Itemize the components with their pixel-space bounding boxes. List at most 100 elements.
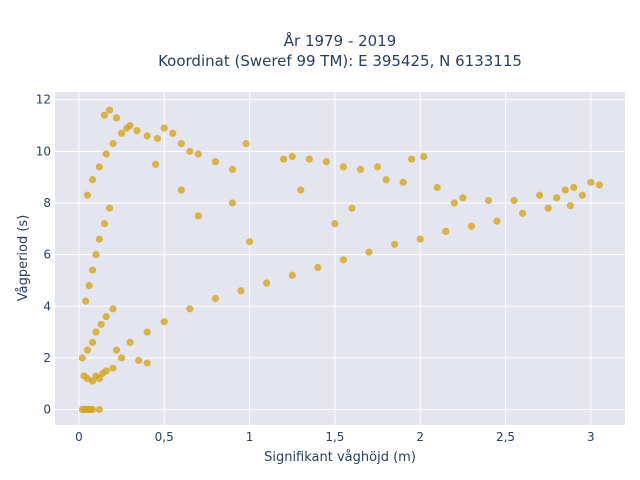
data-point <box>314 263 322 272</box>
data-point <box>88 338 97 346</box>
data-point <box>484 196 493 205</box>
data-point <box>109 140 117 148</box>
data-point <box>578 191 586 199</box>
y-tick-label: 2 <box>43 351 51 365</box>
data-points <box>78 106 604 414</box>
data-point <box>88 377 97 385</box>
data-point <box>348 204 356 212</box>
y-tick-label: 10 <box>36 144 51 158</box>
data-point <box>109 305 117 313</box>
data-point <box>100 220 109 228</box>
data-point <box>420 152 428 161</box>
data-point <box>102 367 110 375</box>
data-point <box>92 251 100 259</box>
data-point <box>123 124 131 132</box>
x-tick-label: 2,5 <box>496 430 515 444</box>
data-point <box>88 176 97 184</box>
data-point <box>95 374 103 383</box>
data-point <box>133 127 141 135</box>
x-tick-label: 2 <box>416 430 424 444</box>
data-point <box>109 364 117 372</box>
data-point <box>106 106 114 114</box>
data-point <box>95 163 103 171</box>
data-point <box>493 217 501 225</box>
plot-background <box>55 92 625 425</box>
data-point <box>88 266 97 274</box>
data-point <box>339 163 348 171</box>
data-point <box>467 222 476 230</box>
data-point <box>391 240 399 248</box>
data-point <box>143 328 151 336</box>
data-point <box>95 235 103 243</box>
data-point <box>382 176 390 184</box>
data-point <box>228 165 237 174</box>
data-point <box>442 227 450 235</box>
data-point <box>211 158 220 166</box>
data-point <box>78 354 86 362</box>
data-point <box>177 186 185 194</box>
data-point <box>373 163 382 171</box>
y-axis-title: Vågperiod (s) <box>16 215 31 302</box>
data-point <box>88 405 97 414</box>
data-point <box>106 204 114 212</box>
data-point <box>135 356 143 365</box>
data-point <box>305 155 313 163</box>
x-tick-label: 1 <box>246 430 254 444</box>
data-point <box>186 305 194 313</box>
data-point <box>160 318 168 326</box>
data-point <box>519 209 527 217</box>
data-point <box>82 297 90 305</box>
data-point <box>331 220 339 228</box>
data-point <box>566 201 574 210</box>
x-axis-title: Signifikant våghöjd (m) <box>264 450 416 465</box>
data-point <box>553 194 561 202</box>
chart-title-line1: År 1979 - 2019 <box>284 31 397 50</box>
x-tick-label: 3 <box>587 430 595 444</box>
data-point <box>126 338 134 346</box>
x-tick-label: 0,5 <box>155 430 174 444</box>
x-tick-labels: 0 0,5 1 1,5 2 2,5 3 <box>75 430 595 444</box>
data-point <box>117 129 126 137</box>
data-point <box>152 160 160 168</box>
data-point <box>112 114 121 122</box>
data-point <box>288 271 296 279</box>
data-point <box>356 165 365 174</box>
data-point <box>263 279 271 287</box>
data-point <box>288 152 296 161</box>
data-point <box>408 155 416 163</box>
data-point <box>587 178 595 186</box>
data-point <box>177 140 185 148</box>
data-point <box>194 212 202 220</box>
data-point <box>450 199 458 207</box>
data-point <box>510 196 518 205</box>
data-point <box>85 282 93 290</box>
data-point <box>112 346 121 354</box>
data-point <box>544 204 552 212</box>
data-point <box>561 186 569 194</box>
chart-title-line2: Koordinat (Sweref 99 TM): E 395425, N 61… <box>158 52 522 70</box>
data-point <box>97 320 105 328</box>
data-point <box>365 248 373 256</box>
data-point <box>143 359 151 367</box>
y-tick-labels: 0 2 4 6 8 10 12 <box>36 93 51 417</box>
data-point <box>95 405 103 414</box>
data-point <box>83 346 92 354</box>
x-tick-label: 0 <box>75 430 83 444</box>
data-point <box>297 186 305 194</box>
data-point <box>595 181 604 189</box>
data-point <box>228 199 237 207</box>
data-point <box>570 183 578 192</box>
data-point <box>245 238 254 246</box>
data-point <box>153 134 161 143</box>
data-point <box>339 256 348 264</box>
data-point <box>186 147 194 155</box>
data-point <box>536 191 544 199</box>
data-point <box>399 178 407 186</box>
data-point <box>322 158 330 166</box>
x-tick-label: 1,5 <box>325 430 344 444</box>
y-tick-label: 12 <box>36 93 51 107</box>
grid <box>55 92 625 425</box>
data-point <box>433 183 441 192</box>
data-point <box>242 140 250 148</box>
